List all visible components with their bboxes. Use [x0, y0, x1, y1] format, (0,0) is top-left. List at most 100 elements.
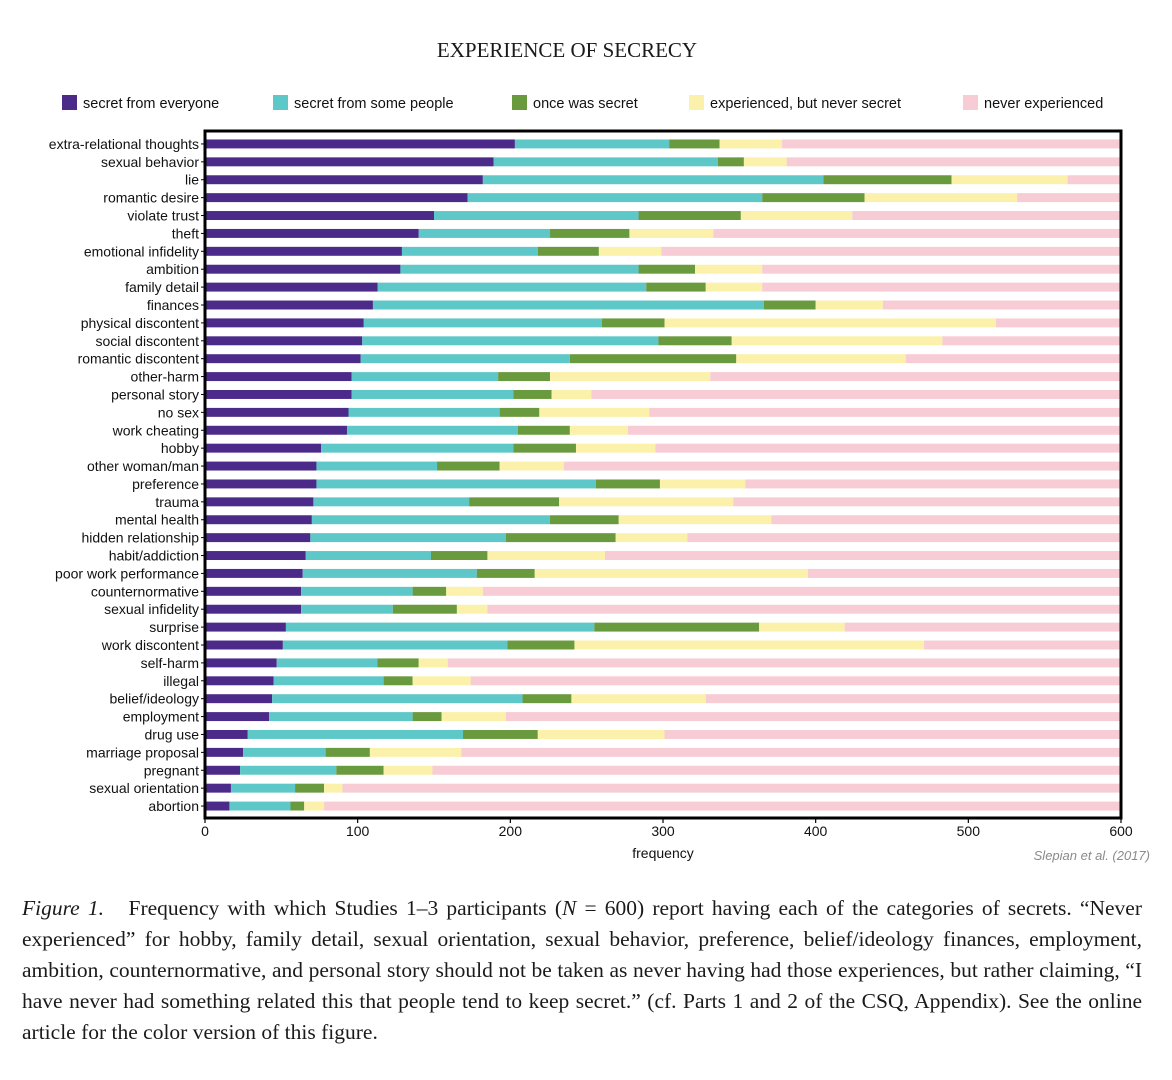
bar-sexual-behavior-experienced-but-never-secret — [743, 157, 787, 167]
bar-lie-once-was-secret — [823, 175, 952, 185]
category-label-self-harm: self-harm — [141, 655, 199, 671]
bar-hidden-relationship-experienced-but-never-secret — [615, 533, 688, 543]
bar-finances-experienced-but-never-secret — [815, 300, 883, 310]
bar-abortion-experienced-but-never-secret — [304, 801, 325, 811]
bar-other-harm-secret-from-some-people — [351, 372, 499, 382]
bar-sexual-infidelity-once-was-secret — [392, 604, 457, 614]
legend-label-never-experienced: never experienced — [984, 96, 1103, 112]
category-label-pregnant: pregnant — [144, 762, 199, 778]
bar-employment-never-experienced — [505, 712, 1121, 722]
chart-title: EXPERIENCE OF SECRECY — [437, 38, 697, 62]
bar-ambition-once-was-secret — [638, 264, 696, 274]
category-label-belief-ideology: belief/ideology — [109, 691, 199, 707]
category-label-marriage-proposal: marriage proposal — [86, 744, 199, 760]
caption-text-2: = 600) report having each of the categor… — [22, 896, 1143, 1044]
category-label-drug-use: drug use — [145, 726, 200, 742]
bar-abortion-once-was-secret — [290, 801, 305, 811]
bar-marriage-proposal-once-was-secret — [325, 747, 370, 757]
bar-employment-once-was-secret — [412, 712, 442, 722]
bar-abortion-never-experienced — [324, 801, 1122, 811]
category-label-abortion: abortion — [148, 798, 199, 814]
bar-physical-discontent-once-was-secret — [601, 318, 665, 328]
bar-romantic-discontent-once-was-secret — [569, 354, 737, 364]
bar-sexual-infidelity-secret-from-everyone — [205, 604, 302, 614]
category-label-habit-addiction: habit/addiction — [109, 548, 199, 564]
bar-work-discontent-experienced-but-never-secret — [574, 640, 925, 650]
bar-personal-story-once-was-secret — [513, 390, 552, 399]
legend-swatch-once-was-secret — [512, 95, 527, 110]
bar-self-harm-once-was-secret — [377, 658, 419, 668]
bar-abortion-secret-from-everyone — [205, 801, 230, 811]
bar-finances-never-experienced — [882, 300, 1121, 310]
x-axis-ticks: 0 100 200 300 400 500 600 — [201, 818, 1133, 839]
legend-swatch-never-experienced — [963, 95, 978, 110]
legend-label-secret-from-some-people: secret from some people — [294, 96, 454, 112]
bar-habit-addiction-secret-from-everyone — [205, 551, 306, 560]
bar-marriage-proposal-secret-from-everyone — [205, 747, 244, 757]
bar-surprise-experienced-but-never-secret — [759, 622, 845, 632]
category-label-mental-health: mental health — [115, 512, 199, 528]
bar-no-sex-secret-from-everyone — [205, 407, 349, 417]
bar-ambition-secret-from-some-people — [400, 264, 639, 274]
bar-counternormative-experienced-but-never-secret — [446, 586, 483, 596]
bar-romantic-desire-secret-from-some-people — [467, 193, 763, 203]
bar-habit-addiction-never-experienced — [604, 551, 1121, 560]
bar-violate-trust-experienced-but-never-secret — [740, 211, 853, 220]
bar-sexual-orientation-experienced-but-never-secret — [324, 783, 343, 793]
bar-personal-story-secret-from-some-people — [351, 390, 514, 399]
bar-poor-work-performance-secret-from-some-people — [302, 568, 477, 578]
legend-swatch-experienced-but-never-secret — [689, 95, 704, 110]
bar-work-cheating-secret-from-some-people — [346, 425, 518, 435]
bar-counternormative-secret-from-everyone — [205, 586, 302, 596]
bar-abortion-secret-from-some-people — [229, 801, 291, 811]
bar-work-discontent-secret-from-some-people — [282, 640, 508, 650]
bar-habit-addiction-once-was-secret — [430, 551, 488, 560]
bar-pregnant-once-was-secret — [336, 765, 384, 775]
bar-finances-secret-from-everyone — [205, 300, 373, 310]
category-label-hobby: hobby — [161, 440, 199, 456]
bar-no-sex-never-experienced — [649, 407, 1121, 417]
category-label-preference: preference — [132, 476, 199, 492]
bar-romantic-discontent-never-experienced — [905, 354, 1121, 364]
bar-drug-use-secret-from-everyone — [205, 730, 248, 739]
bar-work-cheating-experienced-but-never-secret — [569, 425, 628, 435]
category-label-romantic-discontent: romantic discontent — [78, 351, 200, 367]
bar-no-sex-once-was-secret — [499, 407, 540, 417]
bar-extra-relational-thoughts-never-experienced — [782, 139, 1121, 149]
bar-social-discontent-secret-from-everyone — [205, 336, 363, 346]
category-label-poor-work-performance: poor work performance — [55, 565, 199, 581]
legend-label-experienced-but-never-secret: experienced, but never secret — [710, 96, 901, 112]
bar-social-discontent-once-was-secret — [658, 336, 732, 346]
bar-family-detail-secret-from-everyone — [205, 282, 378, 292]
bar-belief-ideology-secret-from-everyone — [205, 694, 273, 704]
bar-pregnant-experienced-but-never-secret — [383, 765, 433, 775]
caption-n-symbol: N — [561, 896, 577, 920]
bar-emotional-infidelity-experienced-but-never-secret — [598, 246, 662, 256]
category-label-ambition: ambition — [146, 261, 199, 277]
bar-surprise-secret-from-some-people — [285, 622, 595, 632]
x-tick-label-300: 300 — [651, 823, 675, 839]
bar-drug-use-experienced-but-never-secret — [537, 730, 665, 739]
bar-work-discontent-secret-from-everyone — [205, 640, 283, 650]
bar-violate-trust-never-experienced — [852, 211, 1121, 220]
stacked-bar-chart: EXPERIENCE OF SECRECY secret from everyo… — [49, 38, 1150, 863]
bars-group — [205, 139, 1122, 811]
bar-romantic-discontent-secret-from-some-people — [360, 354, 570, 364]
bar-trauma-once-was-secret — [469, 497, 560, 507]
category-label-sexual-orientation: sexual orientation — [89, 780, 199, 796]
x-axis-label: frequency — [632, 845, 693, 861]
x-tick-label-500: 500 — [957, 823, 981, 839]
bar-emotional-infidelity-secret-from-some-people — [401, 246, 538, 256]
bar-physical-discontent-secret-from-everyone — [205, 318, 364, 328]
bar-pregnant-never-experienced — [432, 765, 1122, 775]
bar-work-discontent-once-was-secret — [507, 640, 575, 650]
bar-sexual-orientation-secret-from-everyone — [205, 783, 231, 793]
category-label-surprise: surprise — [149, 619, 199, 635]
bar-employment-experienced-but-never-secret — [441, 712, 506, 722]
bar-habit-addiction-experienced-but-never-secret — [487, 551, 605, 560]
bar-belief-ideology-once-was-secret — [522, 694, 572, 704]
bar-belief-ideology-secret-from-some-people — [272, 694, 523, 704]
bar-sexual-infidelity-experienced-but-never-secret — [456, 604, 488, 614]
bar-romantic-discontent-secret-from-everyone — [205, 354, 361, 364]
bar-pregnant-secret-from-some-people — [240, 765, 337, 775]
